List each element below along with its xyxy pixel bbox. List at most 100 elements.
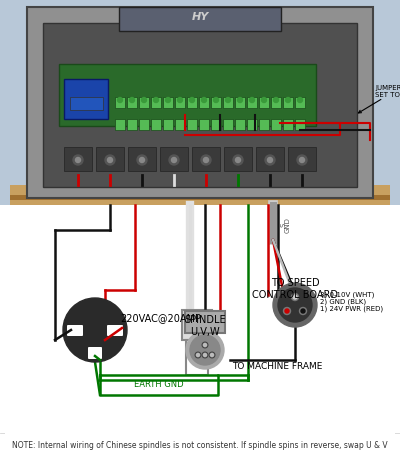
Circle shape [300,307,306,314]
FancyBboxPatch shape [59,64,316,126]
FancyBboxPatch shape [295,97,305,108]
Circle shape [166,97,170,102]
FancyBboxPatch shape [64,79,108,119]
FancyBboxPatch shape [259,97,269,108]
Text: NOTE: Internal wiring of Chinese spindles is not consistent. If spindle spins in: NOTE: Internal wiring of Chinese spindle… [12,441,388,449]
Circle shape [140,158,144,162]
Text: 2) GND (BLK): 2) GND (BLK) [320,299,366,305]
FancyBboxPatch shape [223,97,233,108]
FancyBboxPatch shape [247,97,257,108]
Circle shape [195,352,201,358]
Text: GND: GND [285,217,291,233]
Circle shape [108,158,112,162]
Circle shape [204,343,206,347]
FancyBboxPatch shape [175,118,185,130]
FancyBboxPatch shape [295,118,305,130]
Circle shape [278,288,312,322]
FancyBboxPatch shape [247,118,257,130]
FancyBboxPatch shape [211,97,221,108]
Circle shape [265,155,275,165]
FancyBboxPatch shape [139,97,149,108]
FancyBboxPatch shape [224,147,252,171]
Circle shape [202,97,206,102]
FancyBboxPatch shape [119,7,281,31]
Circle shape [292,294,298,301]
FancyBboxPatch shape [128,147,156,171]
FancyBboxPatch shape [115,97,125,108]
Circle shape [301,309,305,313]
FancyBboxPatch shape [187,118,197,130]
FancyBboxPatch shape [259,118,269,130]
Circle shape [286,97,290,102]
FancyBboxPatch shape [199,118,209,130]
FancyBboxPatch shape [235,97,245,108]
Circle shape [226,97,230,102]
FancyBboxPatch shape [211,118,221,130]
FancyBboxPatch shape [88,347,102,359]
Circle shape [236,158,240,162]
FancyBboxPatch shape [0,0,400,205]
FancyBboxPatch shape [151,118,161,130]
FancyBboxPatch shape [192,147,220,171]
Circle shape [196,354,200,357]
Circle shape [178,97,182,102]
Text: 1) 24V PWR (RED): 1) 24V PWR (RED) [320,306,383,312]
FancyBboxPatch shape [43,23,357,187]
FancyBboxPatch shape [127,97,137,108]
Text: TO SPEED
CONTROL BOARD: TO SPEED CONTROL BOARD [252,278,338,300]
Text: 220VAC@20AMP: 220VAC@20AMP [120,313,201,323]
Circle shape [142,97,146,102]
Circle shape [284,307,290,314]
Circle shape [300,158,304,162]
Circle shape [268,158,272,162]
Circle shape [298,97,302,102]
FancyBboxPatch shape [107,325,123,336]
Circle shape [130,97,134,102]
Circle shape [204,354,206,357]
FancyBboxPatch shape [182,310,212,340]
FancyBboxPatch shape [27,7,373,198]
FancyBboxPatch shape [283,118,293,130]
Circle shape [250,97,254,102]
Circle shape [204,158,208,162]
FancyBboxPatch shape [223,118,233,130]
FancyBboxPatch shape [115,118,125,130]
Circle shape [233,155,243,165]
FancyBboxPatch shape [163,118,173,130]
FancyBboxPatch shape [139,118,149,130]
FancyBboxPatch shape [10,195,390,200]
Circle shape [118,97,122,102]
FancyBboxPatch shape [186,340,208,375]
Circle shape [293,295,297,299]
FancyBboxPatch shape [96,147,124,171]
Circle shape [262,97,266,102]
Circle shape [201,155,211,165]
Circle shape [105,155,115,165]
Text: EARTH GND: EARTH GND [134,379,184,389]
Circle shape [273,283,317,327]
Circle shape [73,155,83,165]
Text: S: S [280,223,286,227]
FancyBboxPatch shape [160,147,188,171]
Circle shape [154,97,158,102]
Circle shape [285,309,289,313]
Circle shape [172,158,176,162]
Text: JUMPER
SET TO "V": JUMPER SET TO "V" [358,85,400,113]
Circle shape [202,342,208,348]
FancyBboxPatch shape [10,185,390,205]
Circle shape [169,155,179,165]
Text: 3) 0-10V (WHT): 3) 0-10V (WHT) [320,292,374,298]
Circle shape [190,335,220,365]
Text: HY: HY [191,12,209,22]
FancyBboxPatch shape [199,97,209,108]
FancyBboxPatch shape [67,325,83,336]
Text: TO MACHINE FRAME: TO MACHINE FRAME [232,362,322,371]
FancyBboxPatch shape [271,97,281,108]
Circle shape [238,97,242,102]
FancyBboxPatch shape [175,97,185,108]
FancyBboxPatch shape [185,311,225,333]
FancyBboxPatch shape [235,118,245,130]
Circle shape [214,97,218,102]
Circle shape [202,352,208,358]
Circle shape [186,331,224,369]
